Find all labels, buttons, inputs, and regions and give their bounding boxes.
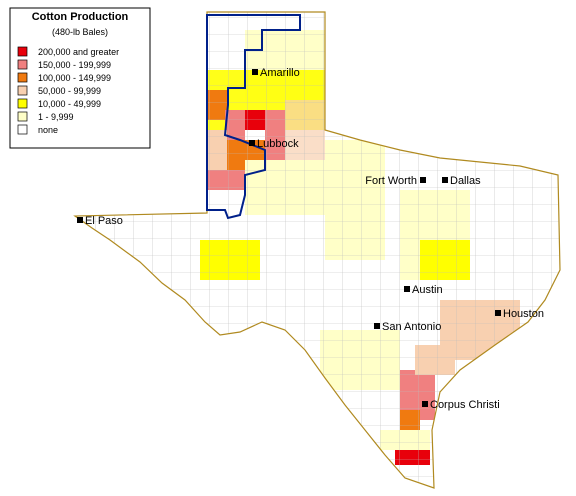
city-label: Fort Worth <box>365 175 417 187</box>
legend-swatch <box>17 72 28 83</box>
legend-box <box>9 7 151 149</box>
state-outline <box>73 11 561 489</box>
city-marker <box>420 177 426 183</box>
legend-label: none <box>38 125 58 135</box>
legend-label: 50,000 - 99,999 <box>38 86 101 96</box>
legend-swatch <box>17 111 28 122</box>
legend-swatch <box>17 85 28 96</box>
legend-title: Cotton Production <box>32 11 129 23</box>
legend-label: 100,000 - 149,999 <box>38 73 111 83</box>
legend-swatch <box>17 59 28 70</box>
cities: Amarillo Lubbock Fort Worth Dallas El Paso Au… <box>77 67 544 411</box>
city-marker <box>422 401 428 407</box>
city-label: San Antonio <box>382 321 441 333</box>
city-marker <box>249 140 255 146</box>
city-label: Dallas <box>450 175 481 187</box>
city-marker <box>77 217 83 223</box>
legend-swatch <box>17 46 28 57</box>
city-marker <box>404 286 410 292</box>
city-label: El Paso <box>85 215 123 227</box>
city-label: Houston <box>503 308 544 320</box>
legend-swatch <box>17 98 28 109</box>
legend: Cotton Production (480-lb Bales) 200,000… <box>9 7 151 149</box>
city-label: Lubbock <box>257 138 299 150</box>
city-label: Austin <box>412 284 443 296</box>
city-marker <box>495 310 501 316</box>
legend-label: 1 - 9,999 <box>38 112 74 122</box>
city-marker <box>252 69 258 75</box>
city-label: Amarillo <box>260 67 300 79</box>
city-marker <box>374 323 380 329</box>
district-outline <box>206 14 301 220</box>
legend-label: 200,000 and greater <box>38 47 119 57</box>
city-marker <box>442 177 448 183</box>
city-label: Corpus Christi <box>430 399 500 411</box>
legend-label: 10,000 - 49,999 <box>38 99 101 109</box>
legend-label: 150,000 - 199,999 <box>38 60 111 70</box>
legend-subtitle: (480-lb Bales) <box>52 27 108 37</box>
legend-swatch <box>17 124 28 135</box>
